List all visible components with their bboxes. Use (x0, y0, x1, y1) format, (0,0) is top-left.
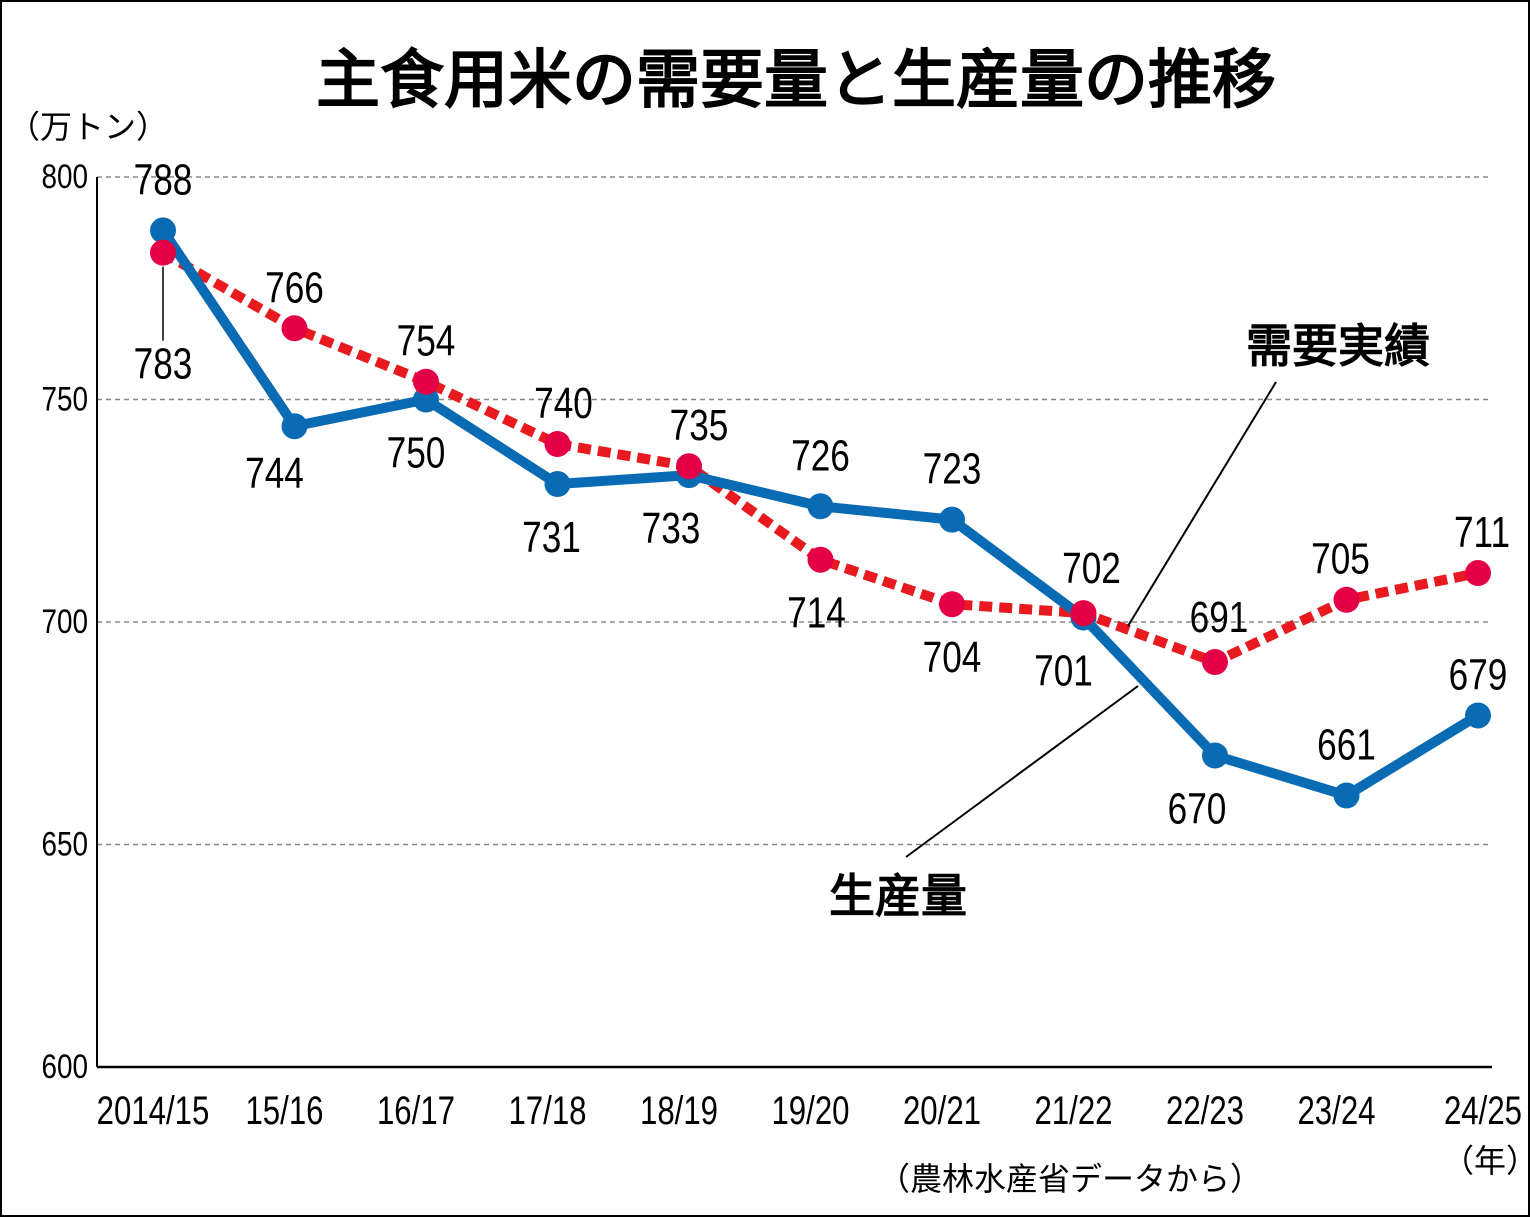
y-tick-label-750: 750 (41, 380, 88, 418)
demand-point-5 (807, 546, 834, 573)
production-point-2 (413, 386, 439, 413)
point-layer (150, 217, 1491, 809)
production-point-0 (150, 217, 176, 244)
production-value-label-9: 661 (1317, 721, 1376, 770)
production-value-label-3: 731 (522, 513, 581, 562)
label-layer: 788 744 750 731 733 726 723 701 670 661 679 783 766 7… (134, 156, 1510, 923)
x-tick-label-2: 16/17 (377, 1088, 455, 1133)
x-tick-label-8: 22/23 (1166, 1088, 1244, 1133)
demand-value-label-0: 783 (134, 340, 193, 389)
series-line-demand (160, 248, 1479, 668)
production-value-label-6: 723 (923, 445, 982, 494)
demand-series-name: 需要実績 (1246, 319, 1430, 373)
x-tick-label-10: 24/25 (1444, 1088, 1522, 1133)
production-point-9 (1333, 782, 1360, 809)
production-value-label-2: 750 (387, 429, 446, 478)
y-unit-label: （万トン） (8, 108, 168, 146)
production-point-5 (807, 493, 834, 520)
x-tick-label-0: 2014/15 (97, 1088, 210, 1133)
demand-point-0 (150, 239, 176, 266)
y-tick-label-650: 650 (41, 825, 88, 863)
demand-value-label-4: 735 (670, 402, 729, 451)
demand-point-10 (1465, 560, 1491, 587)
production-value-label-8: 670 (1168, 785, 1227, 834)
y-tick-label-600: 600 (41, 1047, 88, 1085)
demand-point-8 (1202, 649, 1228, 676)
production-value-label-0: 788 (134, 156, 193, 205)
demand-value-label-6: 704 (923, 634, 982, 683)
demand-value-label-8: 691 (1190, 593, 1249, 642)
production-value-label-4: 733 (642, 504, 701, 553)
chart-title: 主食用米の需要量と生産量の推移 (316, 44, 1276, 118)
x-tick-label-3: 17/18 (508, 1088, 586, 1133)
production-point-8 (1202, 742, 1228, 769)
production-point-10 (1465, 702, 1491, 729)
demand-point-4 (676, 453, 702, 480)
source-note: （農林水産省データから） (878, 1160, 1262, 1198)
production-series-leader (905, 685, 1139, 858)
demand-value-label-1: 766 (265, 264, 324, 313)
x-tick-label-1: 15/16 (245, 1088, 323, 1133)
production-point-3 (544, 471, 571, 498)
x-tick-label-4: 18/19 (640, 1088, 718, 1133)
demand-point-7 (1070, 600, 1097, 627)
production-value-label-1: 744 (245, 450, 304, 499)
demand-value-label-9: 705 (1311, 535, 1370, 584)
demand-point-2 (413, 368, 439, 395)
x-tick-label-5: 19/20 (771, 1088, 849, 1133)
demand-point-3 (544, 431, 571, 457)
demand-value-label-5: 714 (787, 589, 846, 638)
demand-value-label-7: 702 (1062, 544, 1121, 593)
x-tick-label-6: 20/21 (903, 1088, 981, 1133)
production-point-6 (939, 506, 965, 533)
demand-point-6 (939, 591, 965, 618)
year-suffix-label: （年） (1442, 1142, 1530, 1180)
demand-value-label-3: 740 (534, 379, 593, 428)
demand-point-9 (1333, 586, 1360, 613)
y-tick-label-700: 700 (41, 602, 88, 640)
production-value-label-5: 726 (791, 432, 850, 481)
production-point-1 (281, 413, 308, 440)
axis-layer: 600 650 700 750 800 2014/15 15/16 16/17 17/18 18/… (41, 157, 1522, 1133)
x-tick-label-9: 23/24 (1297, 1088, 1375, 1133)
grid-layer (97, 176, 1492, 846)
demand-value-label-2: 754 (397, 317, 456, 366)
production-series-name: 生産量 (829, 869, 967, 923)
x-tick-label-7: 21/22 (1034, 1088, 1112, 1133)
production-value-label-10: 679 (1449, 651, 1508, 700)
production-value-label-7: 701 (1034, 647, 1093, 696)
demand-series-leader (1127, 381, 1277, 627)
demand-value-label-10: 711 (1454, 508, 1510, 557)
y-tick-label-800: 800 (41, 157, 88, 195)
demand-point-1 (281, 315, 308, 342)
